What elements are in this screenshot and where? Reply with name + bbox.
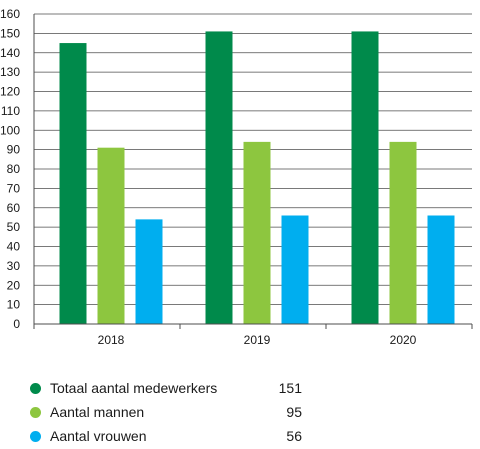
y-tick-label: 160	[0, 7, 20, 21]
x-tick-label: 2020	[390, 333, 417, 347]
x-tick-label: 2018	[98, 333, 125, 347]
y-tick-label: 0	[13, 317, 20, 331]
y-tick-label: 10	[7, 298, 21, 312]
legend-value: 95	[286, 404, 302, 420]
bar	[205, 31, 233, 324]
legend-item-total: Totaal aantal medewerkers 151	[30, 376, 330, 400]
bars	[59, 31, 455, 324]
legend-value: 151	[278, 380, 302, 396]
legend-item-men: Aantal mannen 95	[30, 400, 330, 424]
y-tick-label: 60	[7, 201, 21, 215]
y-tick-label: 150	[0, 26, 20, 40]
y-tick-label: 70	[7, 181, 21, 195]
legend-item-women: Aantal vrouwen 56	[30, 424, 330, 448]
legend-dot-women	[30, 430, 41, 442]
bar-chart: 0 10 20 30 40 50 60 70 80 90 100 110 120 130 140 150 160…	[0, 7, 473, 347]
x-axis: 2018 2019 2020	[33, 323, 473, 347]
bar	[59, 43, 87, 324]
y-tick-label: 120	[0, 85, 20, 99]
legend-label: Aantal vrouwen	[50, 428, 147, 444]
y-tick-label: 50	[7, 220, 21, 234]
legend-label: Aantal mannen	[50, 404, 145, 420]
y-tick-label: 100	[0, 123, 20, 137]
bar	[427, 215, 455, 324]
bar	[97, 147, 125, 324]
y-tick-label: 90	[7, 143, 21, 157]
y-tick-label: 130	[0, 65, 20, 79]
bar	[351, 31, 379, 324]
y-tick-label: 20	[7, 278, 21, 292]
bar	[389, 141, 417, 324]
bar	[135, 219, 163, 324]
bar	[281, 215, 309, 324]
legend-label: Totaal aantal medewerkers	[50, 380, 218, 396]
legend-dot-men	[30, 406, 41, 418]
legend-dot-total	[30, 382, 41, 394]
legend: Totaal aantal medewerkers 151 Aantal man…	[30, 376, 330, 448]
legend-value: 56	[286, 428, 302, 444]
y-tick-label: 140	[0, 46, 20, 60]
y-tick-label: 110	[1, 104, 20, 118]
y-tick-label: 80	[7, 162, 21, 176]
x-tick-label: 2019	[244, 333, 271, 347]
y-axis: 0 10 20 30 40 50 60 70 80 90 100 110 120 130 140 150 160	[0, 7, 35, 331]
y-tick-label: 30	[7, 259, 21, 273]
y-tick-label: 40	[7, 240, 21, 254]
bar	[243, 141, 271, 324]
